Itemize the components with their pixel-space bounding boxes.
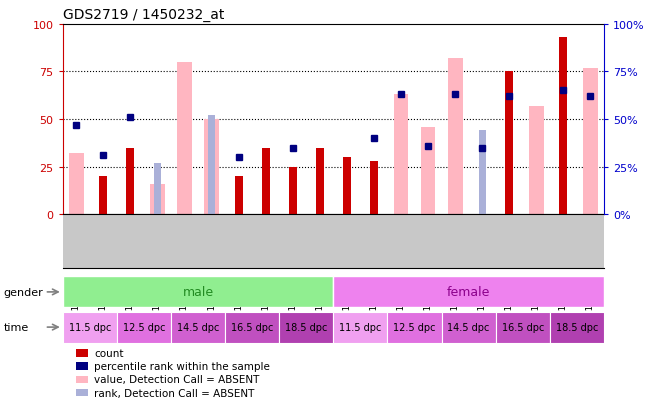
Text: male: male xyxy=(182,286,214,299)
Bar xyxy=(370,161,378,215)
Bar xyxy=(447,59,463,215)
Bar xyxy=(261,148,270,215)
Bar xyxy=(583,69,598,215)
Bar xyxy=(63,312,117,343)
Text: GDS2719 / 1450232_at: GDS2719 / 1450232_at xyxy=(63,8,224,22)
Text: 14.5 dpc: 14.5 dpc xyxy=(177,322,219,332)
Bar xyxy=(315,148,324,215)
Text: count: count xyxy=(94,348,124,358)
Bar xyxy=(177,63,192,215)
Bar xyxy=(126,148,135,215)
Bar xyxy=(333,312,387,343)
Bar xyxy=(204,120,219,215)
Bar xyxy=(496,312,550,343)
Bar xyxy=(69,154,84,215)
Text: 12.5 dpc: 12.5 dpc xyxy=(123,322,165,332)
Text: rank, Detection Call = ABSENT: rank, Detection Call = ABSENT xyxy=(94,388,255,398)
Text: 12.5 dpc: 12.5 dpc xyxy=(393,322,436,332)
Text: 14.5 dpc: 14.5 dpc xyxy=(447,322,490,332)
Bar xyxy=(550,312,604,343)
Bar xyxy=(117,312,171,343)
Text: 16.5 dpc: 16.5 dpc xyxy=(231,322,273,332)
Bar xyxy=(387,312,442,343)
Bar xyxy=(559,38,568,215)
Bar xyxy=(99,177,108,215)
Bar xyxy=(288,167,297,215)
Bar xyxy=(478,131,486,215)
Bar xyxy=(63,277,333,308)
Text: gender: gender xyxy=(3,287,43,297)
Text: 18.5 dpc: 18.5 dpc xyxy=(285,322,327,332)
Text: value, Detection Call = ABSENT: value, Detection Call = ABSENT xyxy=(94,375,260,385)
Bar xyxy=(393,95,409,215)
Bar xyxy=(279,312,333,343)
Text: time: time xyxy=(3,322,28,332)
Bar xyxy=(150,184,165,215)
Bar xyxy=(208,116,215,215)
Text: 11.5 dpc: 11.5 dpc xyxy=(339,322,381,332)
Bar xyxy=(154,164,161,215)
Bar xyxy=(234,177,243,215)
Bar xyxy=(225,312,279,343)
Bar xyxy=(420,127,436,215)
Text: percentile rank within the sample: percentile rank within the sample xyxy=(94,361,270,371)
Text: 16.5 dpc: 16.5 dpc xyxy=(502,322,544,332)
Bar xyxy=(171,312,225,343)
Text: female: female xyxy=(447,286,490,299)
Text: 11.5 dpc: 11.5 dpc xyxy=(69,322,111,332)
Bar xyxy=(343,158,351,215)
Bar xyxy=(505,72,513,215)
Bar xyxy=(442,312,496,343)
Text: 18.5 dpc: 18.5 dpc xyxy=(556,322,598,332)
Bar xyxy=(529,107,544,215)
Bar xyxy=(333,277,604,308)
